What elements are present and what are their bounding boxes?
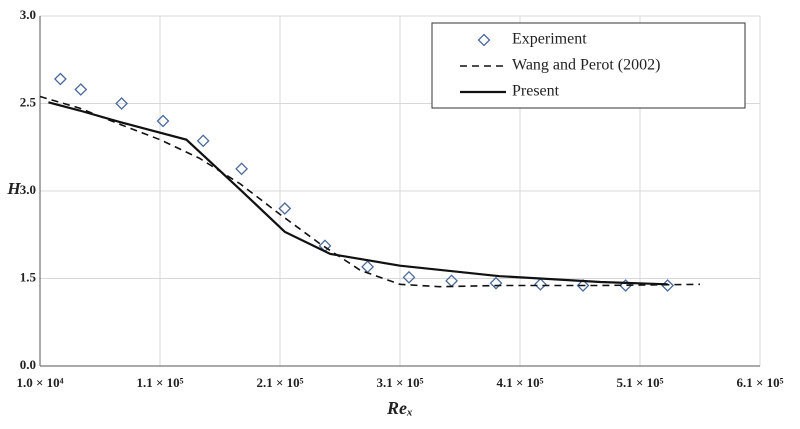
legend-label: Present [512, 83, 560, 100]
marker [74, 83, 88, 96]
x-tick-label: 1.1 × 10⁵ [136, 375, 183, 390]
y-tick-label: 3.0 [20, 182, 36, 197]
marker [576, 279, 590, 292]
y-axis-label: H [6, 179, 21, 198]
x-tick-label: 6.1 × 10⁵ [736, 375, 783, 390]
y-tick-label: 2.5 [20, 94, 37, 109]
y-tick-label: 0.0 [20, 357, 36, 372]
x-tick-label: 4.1 × 10⁵ [496, 375, 543, 390]
marker [361, 260, 375, 274]
y-tick-label: 1.5 [20, 269, 37, 284]
marker [533, 277, 547, 291]
marker [115, 97, 129, 110]
marker [278, 202, 292, 215]
x-axis-label: Reₓ [386, 398, 413, 418]
line [39, 95, 701, 288]
marker [402, 270, 416, 284]
x-tick-label: 1.0 × 10⁴ [16, 375, 63, 390]
legend-label: Wang and Perot (2002) [512, 57, 660, 74]
marker [53, 72, 67, 86]
marker [235, 162, 249, 176]
legend-marker [477, 33, 491, 47]
line [48, 101, 668, 286]
marker [445, 274, 459, 288]
x-tick-label: 3.1 × 10⁵ [376, 375, 423, 390]
y-tick-label: 3.0 [20, 7, 36, 22]
x-tick-label: 5.1 × 10⁵ [616, 375, 663, 390]
x-tick-label: 2.1 × 10⁵ [256, 375, 303, 390]
marker [156, 114, 170, 128]
marker [489, 276, 503, 290]
marker [196, 134, 210, 148]
legend-label: Experiment [512, 31, 587, 48]
